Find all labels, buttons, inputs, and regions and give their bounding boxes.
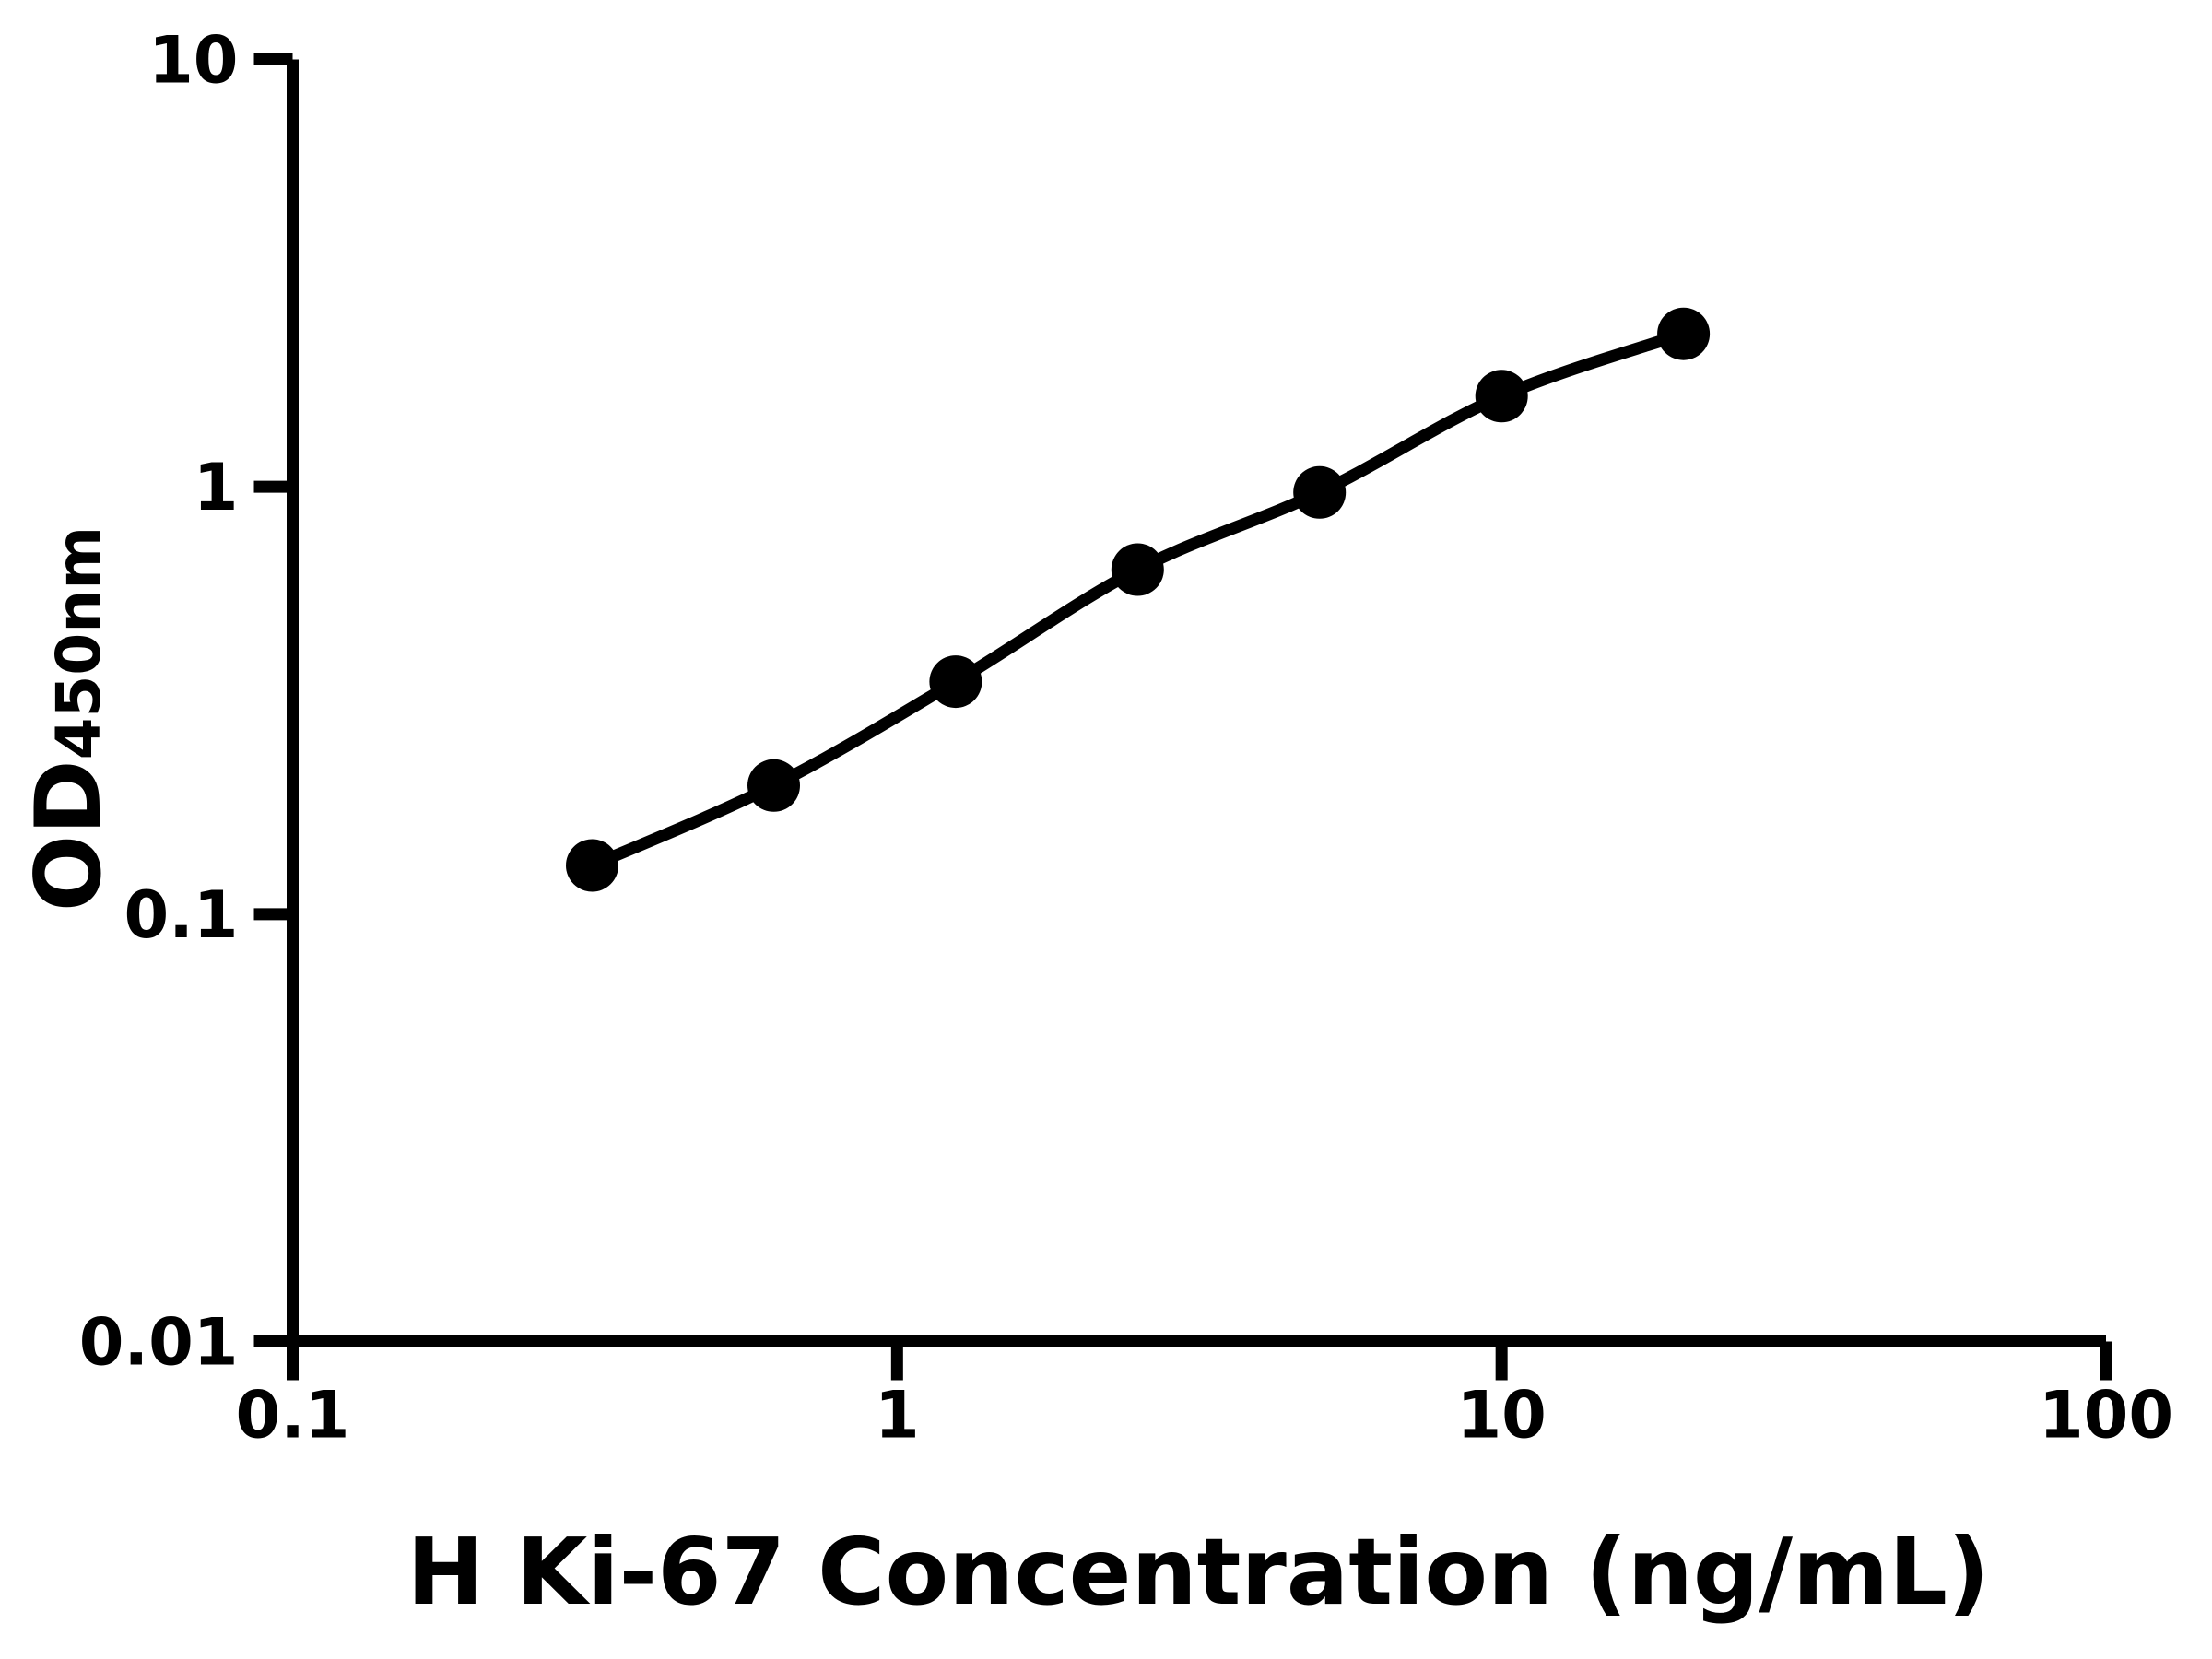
data-point-marker bbox=[1293, 465, 1347, 519]
x-axis-tick-label: 1 bbox=[875, 1378, 920, 1453]
data-point-marker bbox=[747, 759, 800, 812]
y-axis-tick-label: 1 bbox=[194, 450, 239, 525]
y-axis-title-subscript: 450nm bbox=[43, 526, 114, 760]
x-axis-tick-label: 10 bbox=[1456, 1378, 1546, 1453]
data-point-marker bbox=[1657, 307, 1711, 360]
x-axis-title: H Ki-67 Concentration (ng/mL) bbox=[406, 1518, 1989, 1626]
y-axis-title-main: OD bbox=[17, 759, 122, 912]
data-point-marker bbox=[1111, 543, 1164, 596]
data-point-marker bbox=[929, 655, 982, 709]
y-axis-tick-label: 0.01 bbox=[79, 1305, 239, 1381]
series-layer bbox=[566, 307, 1711, 892]
y-axis-tick-label: 10 bbox=[148, 23, 238, 99]
axes-layer bbox=[253, 53, 2112, 1381]
data-point-marker bbox=[1475, 370, 1528, 423]
data-point-marker bbox=[566, 839, 618, 892]
x-axis-tick-label: 100 bbox=[2039, 1378, 2173, 1453]
y-axis-tick-label: 0.1 bbox=[124, 877, 238, 953]
x-axis-tick-label: 0.1 bbox=[235, 1378, 349, 1453]
y-axis-title: OD450nm bbox=[17, 526, 122, 912]
